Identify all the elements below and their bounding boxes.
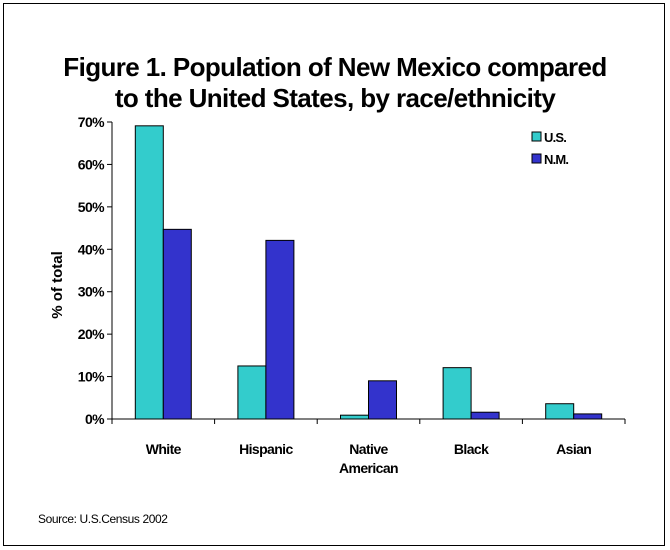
y-tick-label: 40%	[78, 241, 105, 257]
bar-nm-native-american	[368, 380, 397, 420]
bar-us-native-american	[340, 414, 369, 420]
y-tick-label: 70%	[78, 114, 105, 130]
y-tick-label: 30%	[78, 284, 105, 300]
x-category-label: White	[146, 441, 182, 457]
x-category-label: Asian	[556, 441, 591, 457]
x-category-label: Black	[454, 441, 489, 457]
source-note: Source: U.S.Census 2002	[38, 512, 168, 526]
legend-label: U.S.	[544, 130, 566, 145]
bar-nm-white	[162, 228, 192, 420]
y-tick-label: 0%	[85, 411, 105, 427]
legend-swatch	[531, 153, 542, 164]
y-tick-label: 20%	[78, 326, 105, 342]
bar-nm-hispanic	[265, 239, 295, 420]
bar-nm-asian	[573, 413, 603, 420]
x-category-label: Native	[349, 441, 388, 457]
y-axis-title: % of total	[49, 251, 66, 319]
legend-label: N.M.	[544, 152, 568, 167]
chart-title-line-1: Figure 1. Population of New Mexico compa…	[63, 52, 607, 82]
bar-us-hispanic	[237, 365, 267, 420]
x-category-label: American	[339, 460, 398, 476]
legend-swatch	[531, 131, 542, 142]
y-tick-label: 50%	[78, 199, 105, 215]
x-category-label: Hispanic	[239, 441, 293, 457]
chart-frame	[3, 3, 665, 546]
y-tick-label: 60%	[78, 156, 105, 172]
bar-nm-black	[470, 411, 500, 420]
bar-us-asian	[545, 403, 575, 420]
chart-title-line-2: to the United States, by race/ethnicity	[114, 83, 556, 113]
bar-us-white	[134, 125, 164, 420]
chart-title: Figure 1. Population of New Mexico compa…	[0, 52, 670, 114]
y-tick-label: 10%	[78, 369, 105, 385]
bar-us-black	[442, 367, 472, 420]
